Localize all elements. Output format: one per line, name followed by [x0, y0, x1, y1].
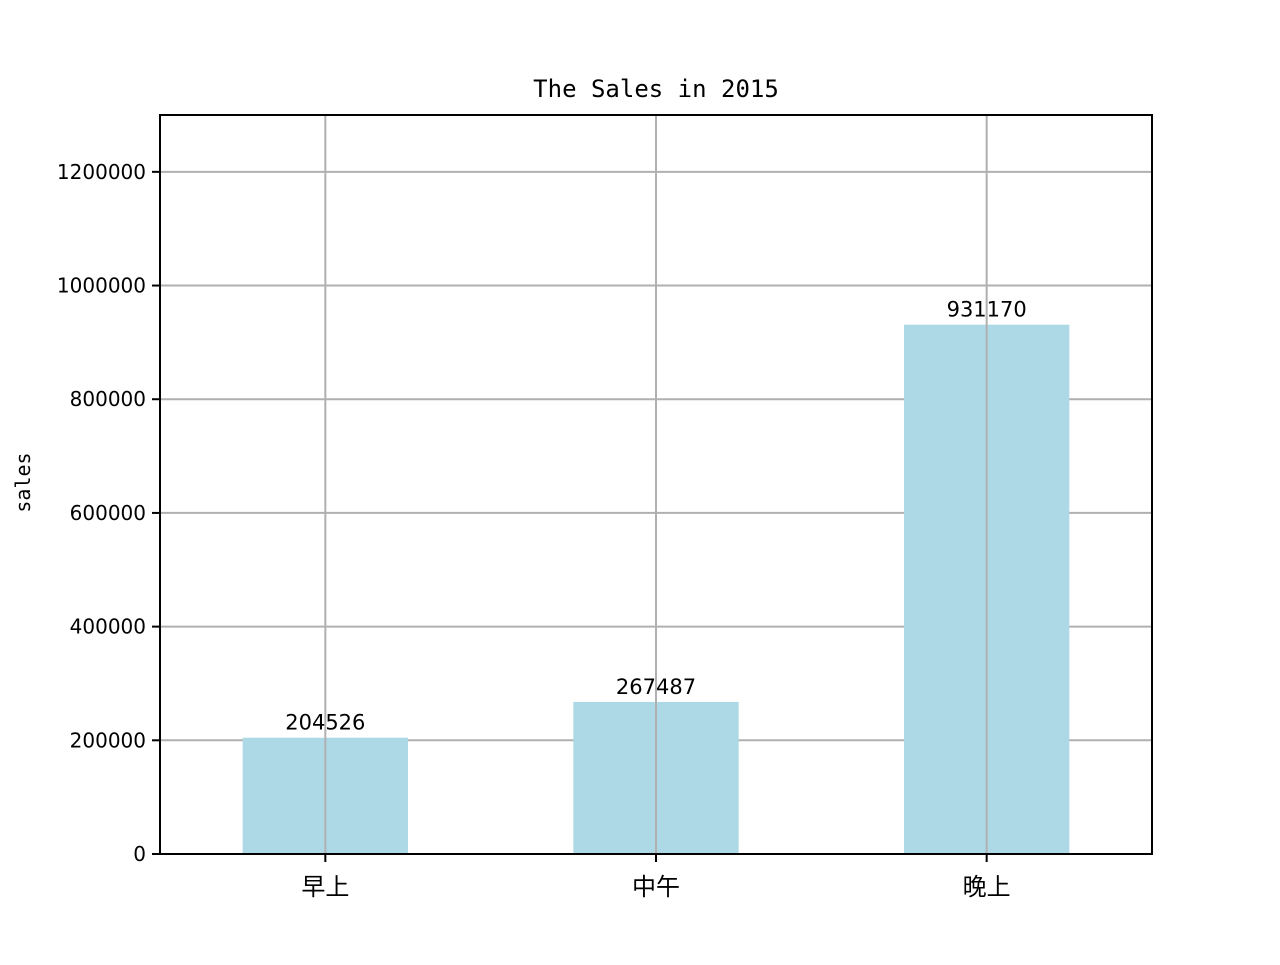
y-axis-label: sales	[11, 452, 35, 512]
x-tick-label: 早上	[301, 873, 349, 901]
data-labels-layer: 204526 267487 931170	[285, 298, 1027, 735]
data-label: 267487	[616, 675, 696, 699]
chart-title: The Sales in 2015	[533, 75, 779, 103]
y-tick-label: 600000	[70, 501, 146, 525]
data-label: 931170	[947, 298, 1027, 322]
y-tick-label: 1000000	[57, 274, 146, 298]
vertical-grid-layer	[324, 115, 988, 854]
y-tick-label: 0	[133, 842, 146, 866]
y-tick-label: 200000	[70, 728, 146, 752]
y-axis-ticks: 0 200000 400000 600000 800000 1000000 1200000	[57, 160, 160, 866]
y-tick-label: 1200000	[57, 160, 146, 184]
y-tick-label: 800000	[70, 387, 146, 411]
y-tick-label: 400000	[70, 615, 146, 639]
data-label: 204526	[285, 711, 365, 735]
x-axis-ticks: 早上 中午 晚上	[301, 854, 1011, 901]
x-tick-label: 中午	[632, 873, 680, 901]
x-tick-label: 晚上	[963, 873, 1011, 901]
